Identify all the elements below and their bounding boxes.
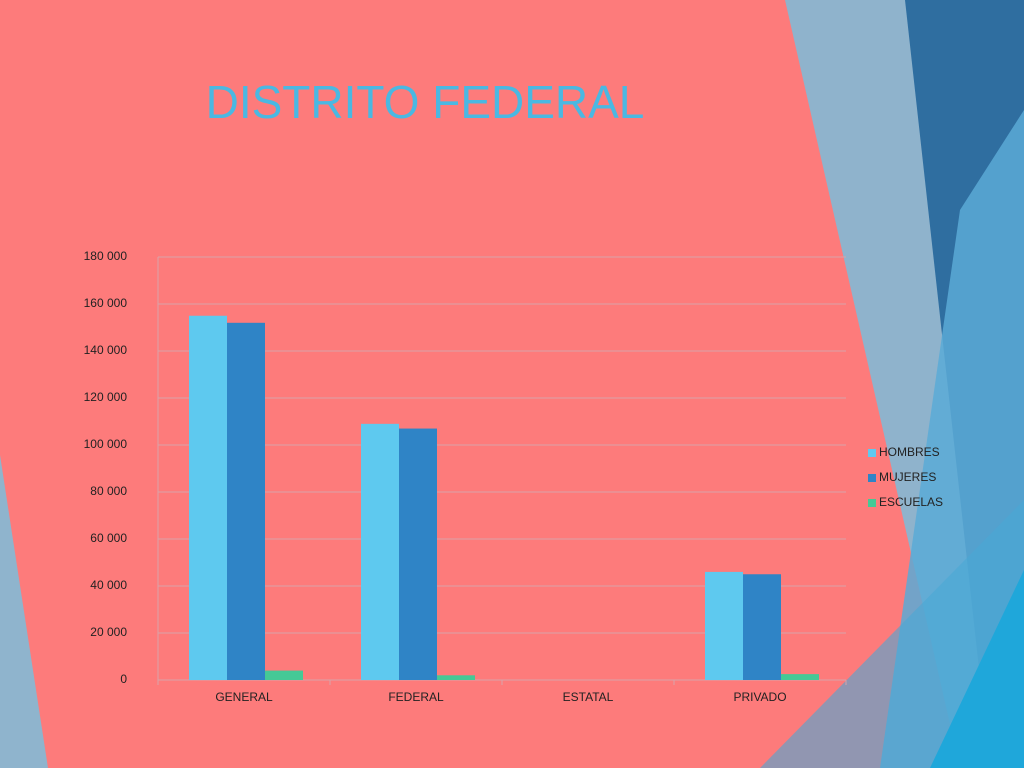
decor-shape [0,455,48,768]
legend-swatch [868,474,876,482]
y-tick-label: 80 000 [90,484,127,498]
decor-shape [930,570,1024,768]
legend-label: MUJERES [879,470,936,484]
y-tick-label: 140 000 [84,343,128,357]
y-tick-label: 0 [120,672,127,686]
bar [781,674,819,680]
x-tick-label: PRIVADO [733,690,786,704]
x-tick-label: FEDERAL [388,690,444,704]
bar [399,428,437,680]
chart: 0 20 000 40 000 60 000 80 000 100 000 120 000 1… [84,249,943,704]
chart-title: DISTRITO FEDERAL [206,76,645,128]
legend-label: ESCUELAS [879,495,943,509]
x-tick-label: ESTATAL [563,690,614,704]
legend-swatch [868,449,876,457]
y-tick-label: 40 000 [90,578,127,592]
bar [227,322,265,680]
y-tick-label: 20 000 [90,625,127,639]
y-tick-label: 100 000 [84,437,128,451]
bar [705,571,743,680]
bar [265,670,303,680]
x-tick-label: GENERAL [215,690,273,704]
bar [437,675,475,680]
legend-swatch [868,499,876,507]
decor-shape [760,500,1024,768]
legend-label: HOMBRES [879,445,940,459]
bar [743,574,781,680]
y-tick-label: 120 000 [84,390,128,404]
y-tick-label: 180 000 [84,249,128,263]
y-tick-label: 160 000 [84,296,128,310]
bar [189,315,227,680]
bar [361,423,399,680]
y-tick-label: 60 000 [90,531,127,545]
